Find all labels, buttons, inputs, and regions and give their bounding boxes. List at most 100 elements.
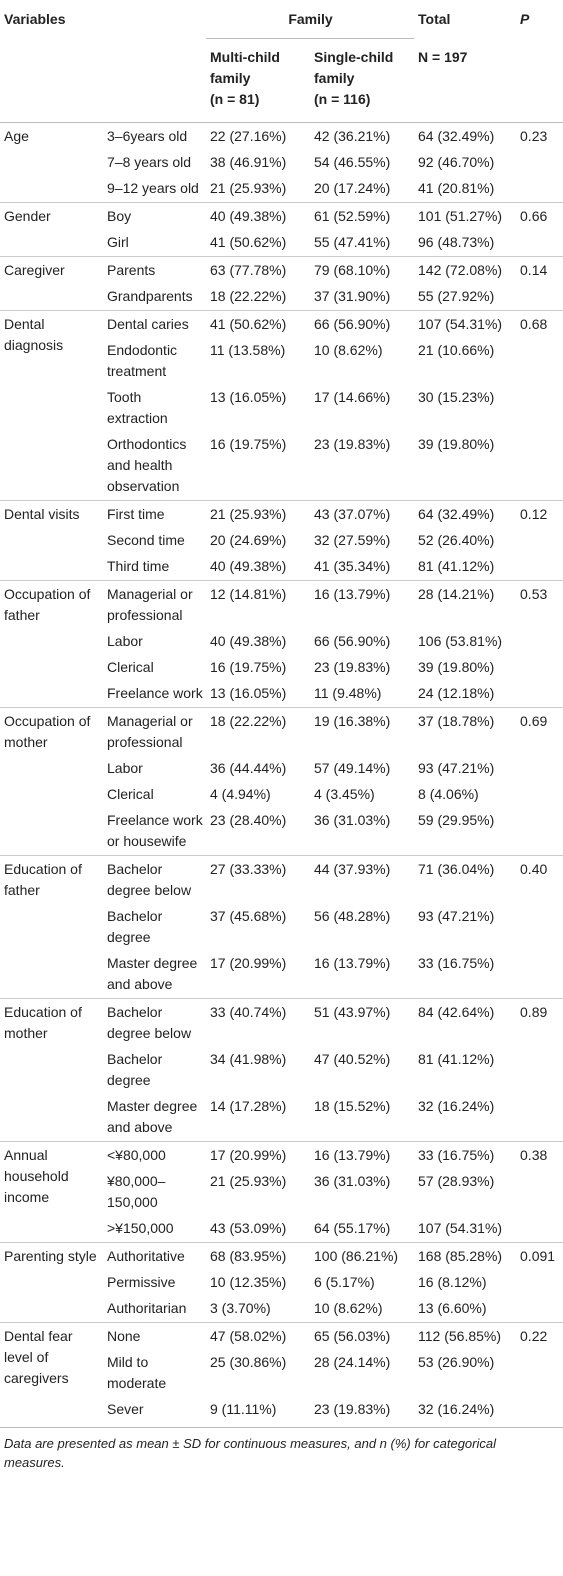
p-value: 0.091 — [516, 1242, 563, 1323]
single-child-value: 42 (36.21%) — [310, 122, 415, 150]
multi-child-value: 36 (44.44%) — [210, 760, 287, 776]
multi-child-value: 9 (11.11%) — [210, 1401, 277, 1417]
table: Variables Family Total P Multi-child fam… — [0, 0, 563, 1423]
category: Third time — [107, 558, 170, 574]
variable: Occupation of mother — [0, 707, 103, 856]
single-child-value: 57 (49.14%) — [314, 760, 391, 776]
table-row: Dental diagnosis Dental caries 41 (50.62%)… — [0, 310, 563, 501]
single-child-value: 44 (37.93%) — [310, 855, 415, 904]
header-cell: Total — [418, 11, 451, 27]
total-value: 32 (16.24%) — [418, 1098, 495, 1114]
single-child-value: 61 (52.59%) — [310, 202, 415, 230]
single-child-value: 41 (35.34%) — [314, 558, 391, 574]
total-value: 84 (42.64%) — [414, 998, 517, 1047]
variable: Parenting style — [0, 1242, 103, 1323]
total-value: 16 (8.12%) — [418, 1274, 487, 1290]
total-value: 96 (48.73%) — [418, 234, 495, 250]
category: First time — [103, 500, 206, 528]
multi-child-value: 41 (50.62%) — [210, 234, 287, 250]
multi-child-value: 34 (41.98%) — [210, 1051, 287, 1067]
total-value: 52 (26.40%) — [418, 532, 495, 548]
category: Freelance work or housewife — [107, 812, 203, 849]
multi-child-value: 16 (19.75%) — [210, 659, 287, 675]
p-value: 0.38 — [516, 1141, 563, 1243]
single-child-value: 66 (56.90%) — [314, 633, 391, 649]
single-child-value: 16 (13.79%) — [314, 955, 391, 971]
category: Clerical — [107, 659, 154, 675]
category: Sever — [107, 1401, 144, 1417]
multi-child-value: 10 (12.35%) — [210, 1274, 287, 1290]
single-child-value: 10 (8.62%) — [314, 1300, 383, 1316]
table-row: Orthodontics and health observation 16 (1… — [0, 432, 563, 501]
multi-child-value: 12 (14.81%) — [206, 580, 310, 629]
total-value: 55 (27.92%) — [418, 288, 495, 304]
total-value: 71 (36.04%) — [414, 855, 517, 904]
total-value: 21 (10.66%) — [418, 342, 495, 358]
table-row: Bachelor degree 34 (41.98%) 47 (40.52%) 81 … — [0, 1047, 563, 1094]
total-value: 107 (54.31%) — [414, 310, 517, 338]
variable: Education of mother — [0, 998, 103, 1142]
multi-child-value: 47 (58.02%) — [206, 1322, 310, 1350]
single-child-value: 55 (47.41%) — [314, 234, 391, 250]
single-child-value: 37 (31.90%) — [314, 288, 391, 304]
category: Clerical — [107, 786, 154, 802]
category: Mild to moderate — [107, 1354, 167, 1391]
category: >¥150,000 — [107, 1220, 174, 1236]
single-child-value: 23 (19.83%) — [314, 436, 391, 452]
multi-child-value: 4 (4.94%) — [210, 786, 271, 802]
total-value: 39 (19.80%) — [418, 659, 495, 675]
total-value: 30 (15.23%) — [418, 389, 495, 405]
category: Bachelor degree — [107, 1051, 163, 1088]
multi-child-value: 40 (49.38%) — [210, 633, 287, 649]
multi-child-value: 17 (20.99%) — [210, 955, 287, 971]
table-row: Gender Boy 40 (49.38%) 61 (52.59%) 101 (51.2… — [0, 202, 563, 257]
header-text: Multi-child family — [210, 49, 280, 86]
total-value: 142 (72.08%) — [414, 256, 517, 284]
single-child-value: 64 (55.17%) — [314, 1220, 391, 1236]
multi-child-value: 3 (3.70%) — [210, 1300, 271, 1316]
table-row: Annual household income <¥80,000 17 (20.99… — [0, 1141, 563, 1243]
single-child-value: 43 (37.07%) — [310, 500, 415, 528]
single-child-value: 32 (27.59%) — [314, 532, 391, 548]
category: Tooth extraction — [107, 389, 168, 426]
multi-child-value: 14 (17.28%) — [210, 1098, 287, 1114]
table-row: Permissive 10 (12.35%) 6 (5.17%) 16 (8.12%) — [0, 1270, 563, 1296]
table-row: >¥150,000 43 (53.09%) 64 (55.17%) 107 (54.3… — [0, 1216, 563, 1243]
p-value: 0.66 — [516, 202, 563, 257]
total-value: 81 (41.12%) — [418, 558, 495, 574]
table-body: Age 3–6years old 22 (27.16%) 42 (36.21%) 64 … — [0, 122, 563, 1423]
total-value: 39 (19.80%) — [418, 436, 495, 452]
table-row: ¥80,000–150,000 21 (25.93%) 36 (31.03%) 57 … — [0, 1169, 563, 1216]
table-row: 9–12 years old 21 (25.93%) 20 (17.24%) 41 (… — [0, 176, 563, 203]
single-child-value: 54 (46.55%) — [314, 154, 391, 170]
category: None — [103, 1322, 206, 1350]
multi-child-value: 37 (45.68%) — [210, 908, 287, 924]
single-child-value: 10 (8.62%) — [314, 342, 383, 358]
header-cell: Single-child family (n = 116) — [310, 38, 415, 123]
table-row: Master degree and above 14 (17.28%) 18 (15… — [0, 1094, 563, 1142]
p-value: 0.68 — [516, 310, 563, 501]
multi-child-value: 68 (83.95%) — [206, 1242, 310, 1270]
total-value: 28 (14.21%) — [414, 580, 517, 629]
category: Girl — [107, 234, 129, 250]
total-value: 112 (56.85%) — [414, 1322, 517, 1350]
single-child-value: 28 (24.14%) — [314, 1354, 391, 1370]
total-value: 106 (53.81%) — [418, 633, 503, 649]
total-value: 92 (46.70%) — [418, 154, 495, 170]
table-row: Education of father Bachelor degree below… — [0, 855, 563, 999]
multi-child-value: 20 (24.69%) — [210, 532, 287, 548]
single-child-value: 4 (3.45%) — [314, 786, 375, 802]
category: Bachelor degree below — [103, 855, 206, 904]
table-row: Grandparents 18 (22.22%) 37 (31.90%) 55 (27… — [0, 284, 563, 311]
single-child-value: 56 (48.28%) — [314, 908, 391, 924]
single-child-value: 16 (13.79%) — [310, 580, 415, 629]
table-row: Third time 40 (49.38%) 41 (35.34%) 81 (41.1… — [0, 554, 563, 581]
multi-child-value: 13 (16.05%) — [210, 685, 287, 701]
variable: Dental fear level of caregivers — [0, 1322, 103, 1423]
multi-child-value: 17 (20.99%) — [206, 1141, 310, 1169]
category: ¥80,000–150,000 — [107, 1173, 166, 1210]
p-value: 0.40 — [516, 855, 563, 999]
table-row: Education of mother Bachelor degree below… — [0, 998, 563, 1142]
single-child-value: 6 (5.17%) — [314, 1274, 375, 1290]
